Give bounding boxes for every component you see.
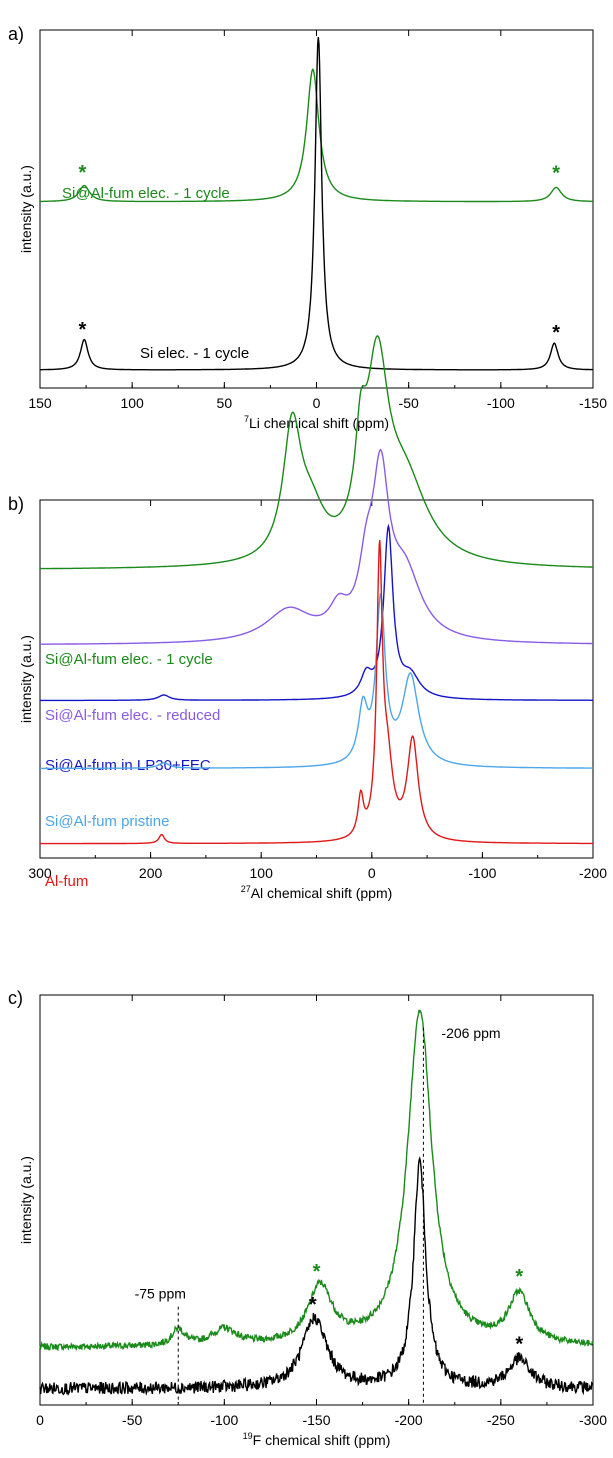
series-label: Si@Al-fum pristine [45,813,169,830]
series-label: Al-fum [45,873,88,890]
sideband-marker: * [515,1266,523,1288]
sideband-marker: * [313,1261,321,1283]
x-tick-label: -200 [395,1412,423,1428]
series-label: Si@Al-fum elec. - 1 cycle [62,185,230,202]
plot-frame [39,499,594,859]
panel-label: a) [8,24,24,44]
x-tick-label: 150 [28,395,52,411]
sideband-marker: * [552,162,560,184]
x-axis-label: 19F chemical shift (ppm) [243,1431,391,1448]
y-axis-label: intensity (a.u.) [18,1156,34,1244]
x-tick-label: 100 [250,865,274,881]
panel-label: c) [8,988,23,1008]
plot-frame [39,994,594,1406]
panel-label: b) [8,494,24,514]
series-label: Si@Al-fum in LP30+FEC [45,757,211,774]
x-tick-label: -200 [579,865,607,881]
sideband-marker: * [78,319,86,341]
spectrum-line [40,448,594,645]
annotation-label: -206 ppm [441,1025,500,1041]
sideband-marker: * [78,162,86,184]
x-tick-label: 0 [313,395,321,411]
series-label: Si@Al-fum elec. - 1 cycle [45,651,213,668]
sideband-marker: * [309,1294,317,1316]
series-label: Si elec. - 1 cycle [140,345,249,362]
spectrum-line [40,540,593,845]
y-axis-label: intensity (a.u.) [18,165,34,253]
panel-1: a) 150 100 50 0 -50 -100 -150 7Li chemical shift… [8,24,607,431]
x-tick-label: 100 [120,395,144,411]
annotation-label: -75 ppm [135,1286,186,1302]
x-tick-label: 300 [28,865,52,881]
spectrum-line [40,37,593,371]
x-tick-label: -300 [579,1412,607,1428]
spectrum-line [39,1156,594,1397]
x-tick-label: -50 [399,395,419,411]
panel-3: c) 0 -50 -100 -150 -200 -250 -300 19F chemical s… [8,988,607,1448]
x-tick-label: 0 [36,1412,44,1428]
x-tick-label: -50 [122,1412,142,1428]
spectrum-line [40,335,593,570]
spectrum-line [40,592,593,770]
panel-2: b) 300 200 100 0 -100 -200 27Al chemical shift … [8,335,607,901]
x-tick-label: 200 [139,865,163,881]
y-axis-label: intensity (a.u.) [18,635,34,723]
x-tick-label: -150 [579,395,607,411]
sideband-marker: * [552,322,560,344]
spectrum-line [39,1009,594,1352]
spectrum-line [40,523,593,702]
sideband-marker: * [515,1333,523,1355]
x-axis-label: 7Li chemical shift (ppm) [244,414,389,431]
x-tick-label: 50 [217,395,233,411]
x-tick-label: -250 [487,1412,515,1428]
x-axis-label: 27Al chemical shift (ppm) [241,884,393,901]
x-tick-label: -100 [487,395,515,411]
series-label: Si@Al-fum elec. - reduced [45,707,220,724]
x-tick-label: -100 [210,1412,238,1428]
x-tick-label: -100 [468,865,496,881]
x-tick-label: 0 [368,865,376,881]
x-tick-label: -150 [302,1412,330,1428]
